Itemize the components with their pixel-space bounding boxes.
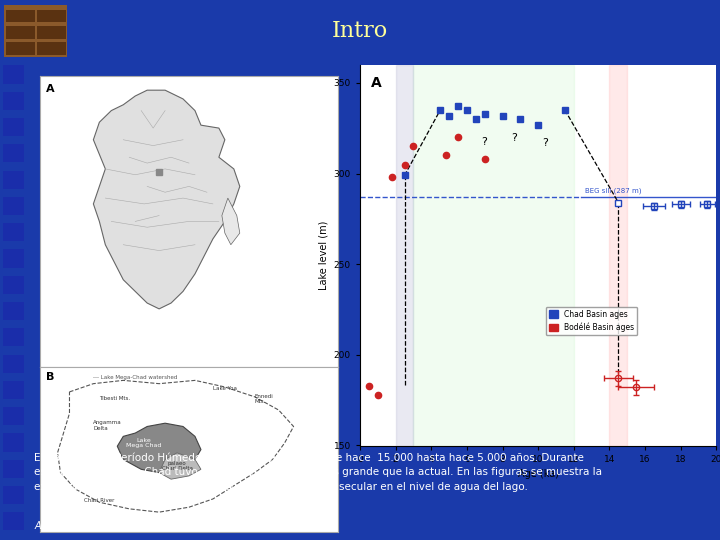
Bar <box>4 302 24 320</box>
Legend: Chad Basin ages, Bodélé Basin ages: Chad Basin ages, Bodélé Basin ages <box>546 307 637 335</box>
Text: B: B <box>45 372 54 382</box>
Bar <box>37 10 66 22</box>
Bar <box>4 197 24 215</box>
Text: A: A <box>45 84 54 94</box>
Text: Tibesti Mts.: Tibesti Mts. <box>99 396 130 401</box>
Polygon shape <box>159 453 201 479</box>
Polygon shape <box>94 90 240 309</box>
Bar <box>396 65 413 446</box>
Text: ?: ? <box>481 137 487 146</box>
Polygon shape <box>222 198 240 245</box>
Bar <box>4 434 24 451</box>
Text: Intro: Intro <box>332 20 388 42</box>
Text: Ennedi
Mts.: Ennedi Mts. <box>255 394 274 404</box>
Bar <box>4 355 24 373</box>
Bar <box>6 42 35 55</box>
Bar <box>609 65 627 446</box>
Bar <box>413 65 574 446</box>
Text: Armitage et al. 2015. PNAS, 112(28), 8543-8548.: Armitage et al. 2015. PNAS, 112(28), 854… <box>35 521 276 530</box>
Text: Angamma
Delta: Angamma Delta <box>94 420 122 431</box>
Text: A: A <box>371 76 382 90</box>
Bar <box>37 42 66 55</box>
Bar <box>6 10 35 22</box>
Polygon shape <box>117 423 201 472</box>
X-axis label: Age (ka): Age (ka) <box>518 469 559 479</box>
Bar <box>4 276 24 294</box>
Bar <box>37 26 66 38</box>
Bar <box>4 144 24 163</box>
Bar <box>4 486 24 504</box>
Bar <box>4 328 24 347</box>
Bar <box>4 460 24 478</box>
Bar <box>4 223 24 241</box>
Text: Lake Yoa: Lake Yoa <box>213 386 237 391</box>
Bar <box>6 26 35 38</box>
Text: palaeo
Chari Delta: palaeo Chari Delta <box>161 461 192 471</box>
Text: --- Lake Mega-Chad watershed: --- Lake Mega-Chad watershed <box>94 375 178 381</box>
Y-axis label: Lake level (m): Lake level (m) <box>318 220 328 290</box>
Bar <box>4 512 24 530</box>
Text: Chari River: Chari River <box>84 498 114 503</box>
Bar <box>4 118 24 136</box>
Bar <box>4 407 24 426</box>
Bar <box>4 381 24 399</box>
Bar <box>4 249 24 268</box>
Bar <box>4 5 67 57</box>
Text: BEG sill (287 m): BEG sill (287 m) <box>585 187 641 194</box>
Text: Lake
Mega Chad: Lake Mega Chad <box>127 437 162 448</box>
Text: ?: ? <box>541 138 548 149</box>
Bar <box>4 65 24 84</box>
Text: ?: ? <box>511 133 518 143</box>
Bar <box>4 171 24 189</box>
Text: El denominado Período Húmedo Africano se extendió entre hace  15.000 hasta hace : El denominado Período Húmedo Africano se… <box>35 453 603 492</box>
Bar <box>4 92 24 110</box>
